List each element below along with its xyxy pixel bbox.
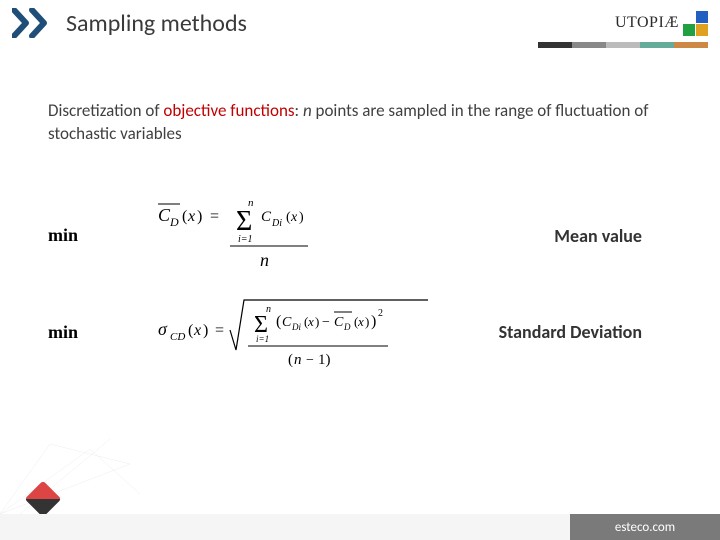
svg-text:): ) (203, 322, 208, 339)
svg-text:x: x (290, 210, 298, 225)
svg-text:=: = (215, 322, 224, 339)
mesh-decoration (0, 434, 160, 514)
svg-text:x: x (187, 208, 195, 225)
svg-text:): ) (371, 313, 376, 330)
text-n: n (303, 100, 312, 121)
text-mid: : (295, 100, 303, 121)
svg-text:Σ: Σ (236, 206, 252, 237)
svg-text:i=1: i=1 (256, 334, 269, 344)
svg-text:): ) (365, 314, 369, 329)
svg-text:n: n (294, 352, 302, 368)
svg-text:−: − (322, 315, 330, 330)
slide-header: Sampling methods UTOPIÆ (0, 0, 720, 42)
logo-sq (696, 11, 708, 23)
body-paragraph: Discretization of objective functions: n… (0, 48, 720, 146)
logo-sq (683, 11, 695, 23)
logo-sq (696, 24, 708, 36)
svg-text:(: ( (188, 322, 193, 339)
brand-name: UTOPIÆ (615, 14, 679, 32)
svg-text:D: D (343, 322, 351, 332)
svg-text:(: ( (276, 313, 281, 330)
formula-label-mean: Mean value (554, 225, 642, 247)
svg-text:): ) (299, 210, 304, 225)
logo-sq (683, 24, 695, 36)
mean-formula: C D ( x ) = n Σ i=1 C Di ( x ) n (158, 196, 388, 276)
svg-text:x: x (357, 314, 364, 329)
formula-label-stddev: Standard Deviation (499, 321, 642, 343)
svg-text:C: C (282, 315, 292, 330)
svg-text:(: ( (182, 208, 187, 225)
footer-spacer (0, 514, 570, 540)
svg-text:x: x (193, 322, 201, 339)
svg-text:(: ( (288, 352, 293, 368)
stddev-formula: σ CD ( x ) = n Σ i=1 ( C Di ( x ) − C D … (158, 290, 448, 375)
min-label: min (48, 322, 158, 343)
brand-squares-icon (683, 11, 708, 36)
formula-row-mean: min C D ( x ) = n Σ i=1 C Di ( x ) n Mea… (0, 196, 720, 276)
svg-text:): ) (197, 208, 202, 225)
text-highlight: objective functions (163, 100, 294, 121)
svg-text:Di: Di (271, 218, 282, 229)
slide-title: Sampling methods (66, 9, 247, 38)
svg-text:): ) (315, 314, 319, 329)
min-label: min (48, 225, 158, 246)
svg-text:CD: CD (170, 331, 185, 343)
chevron-icon (12, 8, 56, 38)
svg-text:Di: Di (291, 322, 301, 332)
brand-logo: UTOPIÆ (615, 11, 708, 36)
svg-text:x: x (307, 314, 314, 329)
svg-text:2: 2 (378, 308, 383, 319)
svg-text:n: n (260, 250, 269, 270)
svg-text:D: D (169, 215, 179, 229)
svg-text:1): 1) (318, 352, 331, 368)
slide-footer: esteco.com (0, 514, 720, 540)
svg-text:C: C (334, 315, 344, 330)
svg-text:=: = (210, 208, 219, 225)
svg-text:C: C (261, 209, 272, 225)
svg-text:σ: σ (158, 319, 168, 339)
formula-row-stddev: min σ CD ( x ) = n Σ i=1 ( C Di ( x ) − … (0, 290, 720, 375)
footer-url: esteco.com (570, 514, 720, 540)
text-pre: Discretization of (48, 100, 163, 121)
svg-text:i=1: i=1 (238, 234, 253, 245)
svg-text:−: − (306, 353, 314, 368)
